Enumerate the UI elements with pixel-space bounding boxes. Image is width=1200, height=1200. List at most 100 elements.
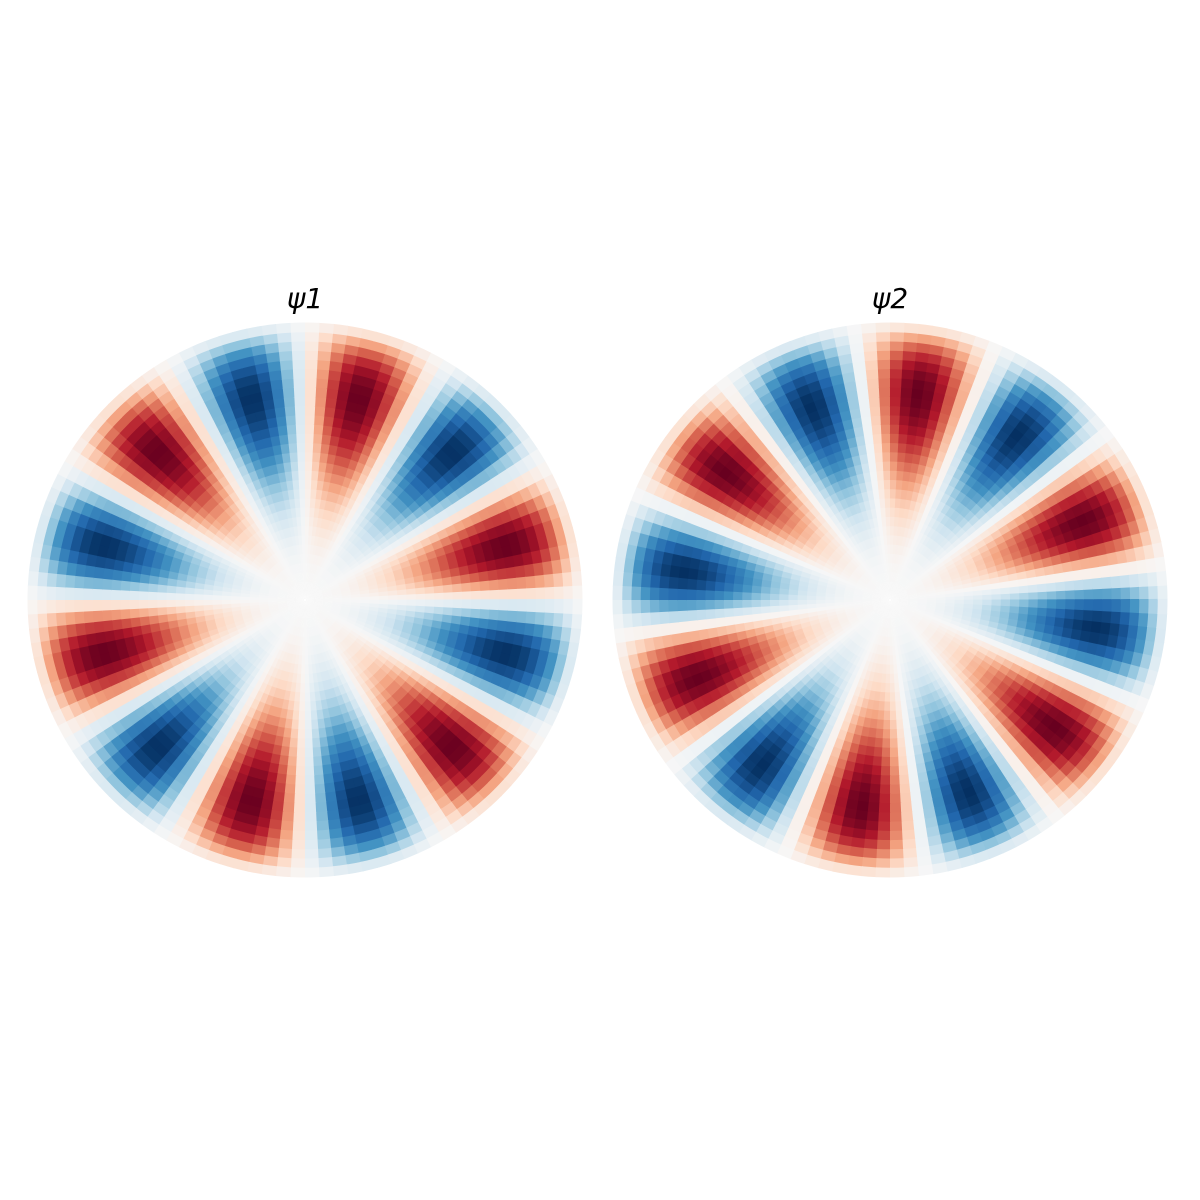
field-cell <box>182 354 200 371</box>
field-cell <box>259 609 270 615</box>
field-cell <box>524 524 538 541</box>
field-cell <box>307 581 311 592</box>
field-cell <box>571 569 583 586</box>
field-cell <box>309 583 316 593</box>
field-cell <box>487 772 506 790</box>
field-cell <box>355 684 366 697</box>
field-cell <box>886 581 890 591</box>
field-cell <box>559 668 574 686</box>
field-cell <box>277 604 288 609</box>
field-cell <box>273 615 283 623</box>
field-cell <box>490 710 506 726</box>
field-cell <box>861 598 872 601</box>
field-cell <box>117 439 134 456</box>
field-cell <box>73 470 90 488</box>
field-cell <box>96 762 114 781</box>
field-cell <box>119 760 136 778</box>
field-cell <box>368 675 380 687</box>
field-cell <box>919 572 930 580</box>
field-cell <box>335 389 350 402</box>
field-cell <box>898 574 905 585</box>
field-cell <box>518 539 532 554</box>
field-cell <box>323 500 332 511</box>
field-cell <box>316 545 323 557</box>
field-cell <box>157 390 175 407</box>
field-cell <box>228 502 240 515</box>
field-cell <box>244 553 255 563</box>
field-cell <box>213 548 226 559</box>
field-cell <box>880 596 890 600</box>
field-cell <box>360 681 371 694</box>
field-cell <box>895 585 903 594</box>
field-cell <box>456 556 469 568</box>
field-cell <box>292 710 300 721</box>
field-cell <box>355 346 373 360</box>
field-cell <box>267 426 279 438</box>
field-cell <box>344 843 360 856</box>
field-cell <box>351 677 361 689</box>
field-cell <box>276 425 288 436</box>
field-cell <box>305 590 309 600</box>
field-cell <box>880 600 890 604</box>
field-cell <box>140 528 154 542</box>
field-cell <box>229 760 243 774</box>
field-cell <box>862 573 871 582</box>
field-cell <box>295 553 300 564</box>
field-cell <box>297 600 305 607</box>
field-cell <box>353 664 364 676</box>
field-cell <box>894 572 899 583</box>
field-cell <box>863 589 873 595</box>
field-cell <box>123 666 137 680</box>
field-cell <box>445 808 464 825</box>
field-cell <box>259 607 270 613</box>
field-cell <box>391 664 403 676</box>
field-cell <box>376 653 388 665</box>
field-cell <box>226 671 238 684</box>
field-cell <box>184 593 195 601</box>
field-cell <box>304 562 307 573</box>
field-cell <box>263 445 275 458</box>
field-cell <box>374 506 386 518</box>
field-cell <box>259 587 270 593</box>
field-cell <box>318 567 326 577</box>
field-cell <box>905 622 913 632</box>
field-cell <box>342 624 352 633</box>
field-cell <box>885 608 889 619</box>
field-cell <box>878 584 885 593</box>
field-cell <box>211 534 223 546</box>
field-cell <box>278 589 288 595</box>
field-cell <box>890 594 899 600</box>
field-cell <box>233 498 245 511</box>
field-cell <box>440 621 452 631</box>
field-cell <box>387 589 398 596</box>
field-cell <box>293 387 305 398</box>
field-cell <box>296 451 305 462</box>
field-cell <box>487 618 499 631</box>
field-cell <box>271 667 279 679</box>
field-cell <box>305 756 315 767</box>
field-cell <box>416 530 429 542</box>
field-cell <box>241 611 252 618</box>
field-cell <box>273 406 286 418</box>
field-cell <box>322 680 330 691</box>
field-cell <box>471 542 484 555</box>
field-cell <box>134 545 147 558</box>
field-cell <box>332 595 343 599</box>
field-cell <box>72 745 89 765</box>
field-cell <box>251 729 263 742</box>
field-cell <box>890 594 899 600</box>
field-cell <box>413 838 432 854</box>
field-cell <box>301 590 305 600</box>
field-cell <box>296 572 301 583</box>
field-cell <box>866 621 874 631</box>
field-cell <box>158 569 170 579</box>
field-cell <box>131 785 149 802</box>
field-cell <box>489 649 502 663</box>
field-cell <box>895 573 901 583</box>
field-cell <box>367 789 383 803</box>
field-cell <box>340 609 351 615</box>
field-cell <box>778 588 789 596</box>
field-cell <box>461 590 472 600</box>
field-cell <box>275 462 285 474</box>
field-cell <box>87 644 101 659</box>
